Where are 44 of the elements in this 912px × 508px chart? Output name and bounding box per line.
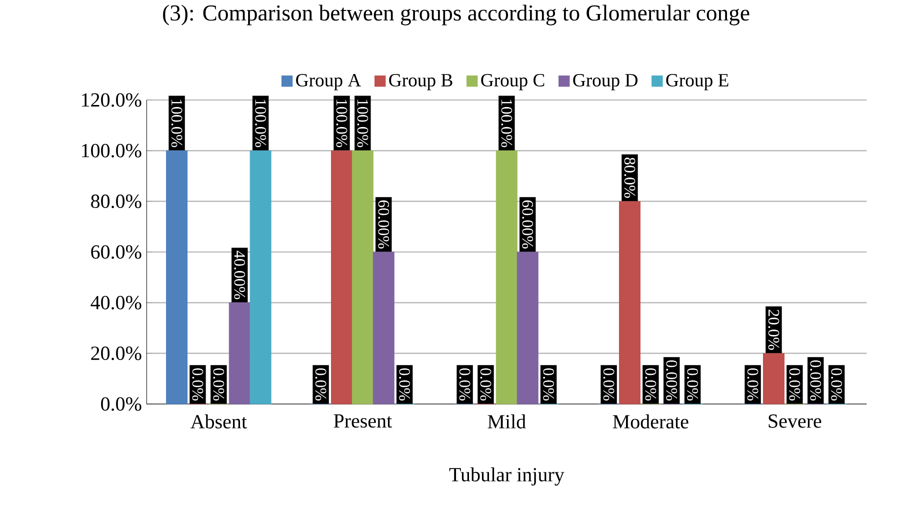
data-label: 60.00% [378, 200, 390, 249]
y-tick-label: 60.0% [91, 245, 142, 259]
data-label: 100.0% [357, 100, 368, 148]
y-tick-label: 120.0% [82, 93, 142, 107]
x-axis-title: Tubular injury [449, 467, 564, 486]
legend-label: Group A [296, 74, 362, 90]
data-label: 0.0% [399, 368, 410, 401]
data-label: 100.0% [171, 100, 182, 148]
data-label: 0.0% [480, 368, 492, 401]
data-label: 0.0% [315, 368, 326, 401]
data-label: 0.0% [459, 368, 470, 401]
data-label: 20.0% [768, 310, 780, 350]
y-tick-label: 100.0% [82, 144, 142, 158]
data-label: 0.0% [645, 368, 656, 401]
x-tick-label: Severe [768, 414, 822, 428]
y-tick-label: 0.0% [101, 397, 142, 411]
data-label: 0.0% [687, 368, 698, 401]
y-tick-label: 80.0% [91, 194, 142, 208]
data-label: 0.0% [831, 368, 842, 401]
data-label: 0.0% [543, 368, 554, 401]
chart-title: (3): Comparison between groups according to Glomerular conge [163, 4, 750, 26]
x-tick-label: Moderate [612, 414, 688, 428]
data-label: 0.00% [666, 360, 678, 401]
data-label: 100.0% [501, 100, 512, 148]
x-tick-label: Absent [190, 414, 247, 428]
legend-label: Group B [389, 74, 452, 90]
data-label: 80.0% [624, 158, 636, 198]
y-tick-label: 20.0% [91, 346, 142, 360]
data-label: 0.0% [213, 368, 224, 401]
data-label: 0.0% [192, 368, 204, 401]
data-label: 100.0% [336, 100, 348, 148]
data-label: 0.0% [789, 368, 800, 401]
data-label: 40.00% [234, 250, 246, 300]
legend-label: Group E [666, 74, 728, 90]
data-label: 60.00% [522, 200, 534, 249]
y-tick-label: 40.0% [90, 296, 142, 310]
data-label: 100.0% [255, 100, 266, 148]
legend-label: Group C [481, 74, 544, 90]
data-label: 0.0% [747, 368, 758, 401]
data-label: 0.0% [603, 368, 614, 401]
x-tick-label: Present [334, 414, 392, 428]
x-tick-label: Mild [488, 414, 526, 428]
data-label: 0.00% [810, 360, 822, 401]
legend-label: Group D [573, 74, 638, 90]
